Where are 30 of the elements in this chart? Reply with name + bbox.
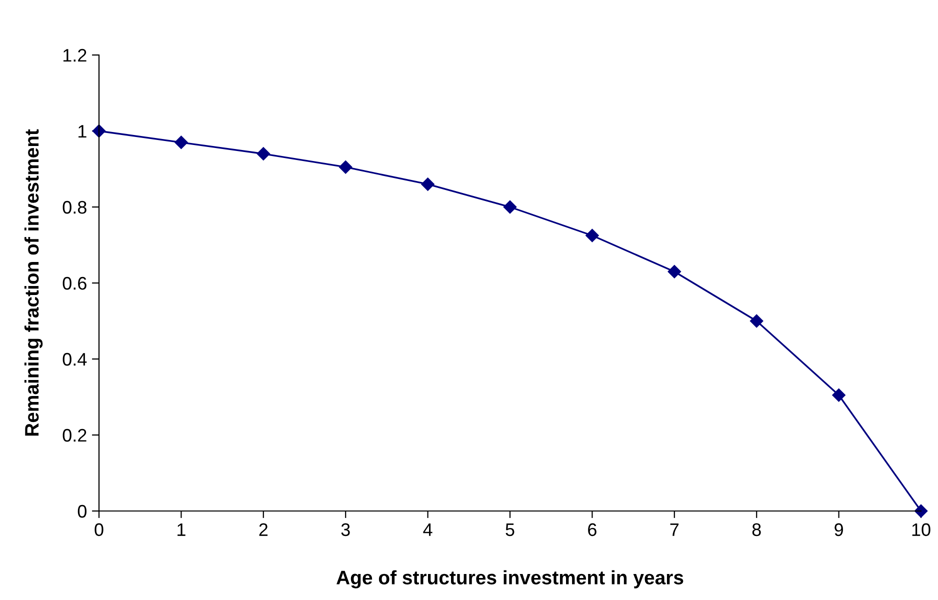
x-tick-label: 0 (94, 523, 104, 536)
point (832, 388, 846, 402)
y-tick-label: 0.8 (62, 200, 86, 214)
y-tick-label: 1.2 (63, 48, 86, 62)
x-tick-label: 5 (506, 523, 514, 536)
y-tick-label: 1 (78, 125, 86, 138)
point (750, 314, 764, 328)
y-axis-title: Remaining fraction of investment (24, 129, 43, 436)
x-tick-label: 3 (341, 523, 350, 536)
point (256, 147, 270, 160)
point (174, 136, 188, 149)
x-tick-label: 4 (423, 523, 432, 536)
point (421, 178, 434, 191)
x-tick-label: 1 (178, 523, 186, 536)
x-tick-label: 9 (834, 523, 843, 536)
y-tick-label: 0.6 (62, 276, 86, 290)
point (914, 504, 928, 518)
x-tick-label: 8 (752, 523, 761, 536)
y-tick-label: 0.4 (62, 352, 87, 366)
point (503, 200, 517, 214)
point (339, 160, 352, 174)
x-tick-label: 6 (588, 523, 596, 536)
point (668, 265, 681, 278)
point (586, 228, 599, 242)
x-axis-title: Age of structures investment in years (336, 570, 684, 588)
x-tick-label: 7 (670, 523, 679, 536)
y-tick-label: 0.2 (62, 428, 86, 442)
x-tick-label: 10 (912, 523, 930, 536)
x-tick-label: 2 (259, 523, 268, 536)
y-tick-label: 0 (78, 504, 86, 518)
